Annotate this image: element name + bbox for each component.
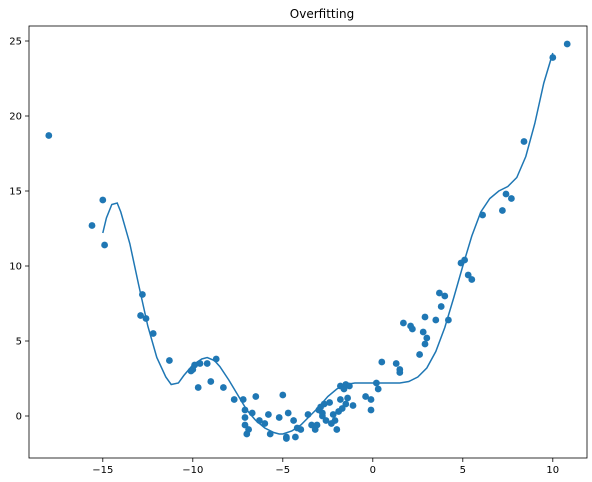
data-point xyxy=(508,195,515,202)
y-tick-label: 15 xyxy=(9,187,22,198)
data-point xyxy=(241,406,249,414)
data-point xyxy=(207,378,215,385)
data-point xyxy=(374,385,382,393)
data-point xyxy=(378,358,386,366)
plot-frame xyxy=(28,25,588,459)
data-point xyxy=(346,382,353,390)
data-point xyxy=(304,411,312,418)
data-point xyxy=(284,409,292,417)
data-point xyxy=(432,316,440,324)
data-point xyxy=(266,430,274,438)
y-tick-label: 10 xyxy=(9,262,22,273)
data-point xyxy=(203,360,211,367)
data-point xyxy=(149,330,157,337)
data-point xyxy=(367,396,375,403)
y-tick-label: 5 xyxy=(16,337,22,348)
data-point xyxy=(342,400,350,408)
fit-curve-line xyxy=(102,52,554,435)
data-point xyxy=(139,291,146,298)
data-point xyxy=(349,402,357,409)
data-point xyxy=(279,391,287,399)
data-point xyxy=(99,196,107,204)
data-point xyxy=(441,292,449,300)
data-point xyxy=(396,369,404,376)
data-point xyxy=(45,132,53,139)
data-point xyxy=(502,190,510,198)
data-point xyxy=(290,417,297,424)
data-point xyxy=(297,426,305,433)
data-point xyxy=(320,400,328,408)
data-point xyxy=(283,435,290,442)
data-point xyxy=(265,411,272,418)
data-point xyxy=(256,417,263,424)
data-point xyxy=(520,138,528,145)
data-point xyxy=(194,384,202,391)
data-point xyxy=(331,417,339,424)
data-point xyxy=(196,360,204,367)
data-point xyxy=(362,393,369,400)
data-point xyxy=(88,222,96,229)
data-point xyxy=(319,409,326,417)
data-point xyxy=(142,315,150,322)
y-axis: 0 5 10 15 20 25 xyxy=(9,37,29,423)
data-point xyxy=(166,357,173,364)
data-point xyxy=(461,256,468,264)
data-point xyxy=(421,313,429,321)
data-point xyxy=(245,426,253,433)
chart-title: Overfitting xyxy=(290,7,354,21)
fit-line-layer xyxy=(102,52,554,435)
x-axis: −15 −10 −5 0 5 10 xyxy=(92,458,559,476)
y-tick-label: 0 xyxy=(16,412,22,423)
data-point xyxy=(337,396,344,403)
data-point xyxy=(436,289,443,297)
x-tick-label: 10 xyxy=(546,465,559,476)
data-point xyxy=(563,40,571,48)
data-point xyxy=(367,406,375,414)
data-point xyxy=(344,394,351,402)
data-point xyxy=(499,207,506,214)
data-point xyxy=(313,421,321,429)
data-point xyxy=(419,328,427,336)
y-tick-label: 25 xyxy=(9,37,22,48)
scatter-points-layer xyxy=(45,40,571,442)
data-point xyxy=(239,396,247,403)
x-tick-label: −10 xyxy=(182,465,203,476)
data-point xyxy=(549,54,557,61)
data-point xyxy=(292,433,299,441)
data-point xyxy=(421,340,429,348)
data-point xyxy=(220,384,227,391)
data-point xyxy=(400,319,407,327)
data-point xyxy=(479,211,486,219)
data-point xyxy=(261,420,269,427)
y-tick-label: 20 xyxy=(9,112,22,123)
x-tick-label: 5 xyxy=(460,465,466,476)
data-point xyxy=(275,414,283,421)
data-point xyxy=(248,409,256,417)
x-tick-label: −15 xyxy=(92,465,113,476)
x-tick-label: 0 xyxy=(370,465,376,476)
data-point xyxy=(329,411,337,418)
x-tick-label: −5 xyxy=(275,465,290,476)
data-point xyxy=(437,303,445,310)
data-point xyxy=(230,396,238,403)
data-point xyxy=(101,241,108,249)
data-point xyxy=(137,312,145,319)
data-point xyxy=(423,334,431,342)
data-point xyxy=(212,355,220,363)
data-point xyxy=(392,360,400,367)
data-point xyxy=(416,351,423,358)
data-point xyxy=(409,325,416,333)
data-point xyxy=(373,379,380,387)
data-point xyxy=(445,316,452,324)
data-point xyxy=(252,393,260,400)
data-point xyxy=(326,399,333,406)
data-point xyxy=(468,276,476,283)
data-point xyxy=(241,414,249,421)
data-point xyxy=(333,426,341,433)
data-point xyxy=(322,417,330,424)
data-point xyxy=(191,361,199,369)
